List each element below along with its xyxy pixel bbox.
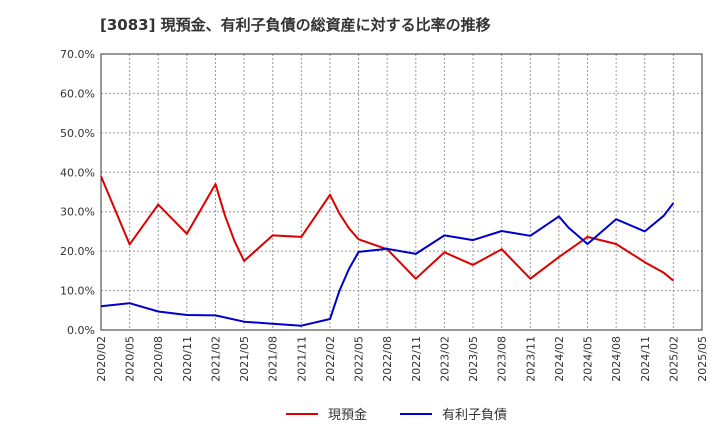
x-tick-label: 2020/05 (124, 336, 137, 382)
y-tick-label: 10.0% (60, 285, 95, 298)
y-tick-label: 30.0% (60, 206, 95, 219)
x-tick-label: 2023/08 (496, 336, 509, 382)
x-tick-label: 2020/02 (95, 336, 108, 382)
x-tick-label: 2021/02 (209, 336, 222, 382)
x-tick-label: 2021/08 (267, 336, 280, 382)
y-tick-label: 20.0% (60, 245, 95, 258)
y-tick-label: 70.0% (60, 48, 95, 61)
plot-background (101, 54, 702, 330)
y-tick-label: 50.0% (60, 127, 95, 140)
x-tick-label: 2021/11 (295, 336, 308, 382)
y-tick-label: 60.0% (60, 87, 95, 100)
x-tick-label: 2025/02 (667, 336, 680, 382)
x-tick-label: 2020/11 (181, 336, 194, 382)
x-tick-label: 2024/11 (639, 336, 652, 382)
x-tick-label: 2022/11 (410, 336, 423, 382)
legend-label-0: 現預金 (328, 407, 367, 423)
x-tick-label: 2022/05 (353, 336, 366, 382)
x-tick-label: 2024/02 (553, 336, 566, 382)
x-tick-label: 2023/11 (524, 336, 537, 382)
x-tick-label: 2024/08 (610, 336, 623, 382)
y-tick-label: 40.0% (60, 166, 95, 179)
chart-title: [3083] 現預金、有利子負債の総資産に対する比率の推移 (100, 16, 491, 34)
x-tick-label: 2022/02 (324, 336, 337, 382)
x-tick-label: 2022/08 (381, 336, 394, 382)
x-tick-label: 2024/05 (582, 336, 595, 382)
y-tick-label: 0.0% (67, 324, 95, 337)
x-tick-label: 2025/05 (696, 336, 709, 382)
x-tick-label: 2023/02 (438, 336, 451, 382)
plot-border (100, 53, 703, 331)
legend-label-1: 有利子負債 (442, 408, 507, 423)
x-tick-label: 2023/05 (467, 336, 480, 382)
series-line-1 (100, 202, 675, 327)
x-tick-label: 2020/08 (152, 336, 165, 382)
x-tick-label: 2021/05 (238, 336, 251, 382)
